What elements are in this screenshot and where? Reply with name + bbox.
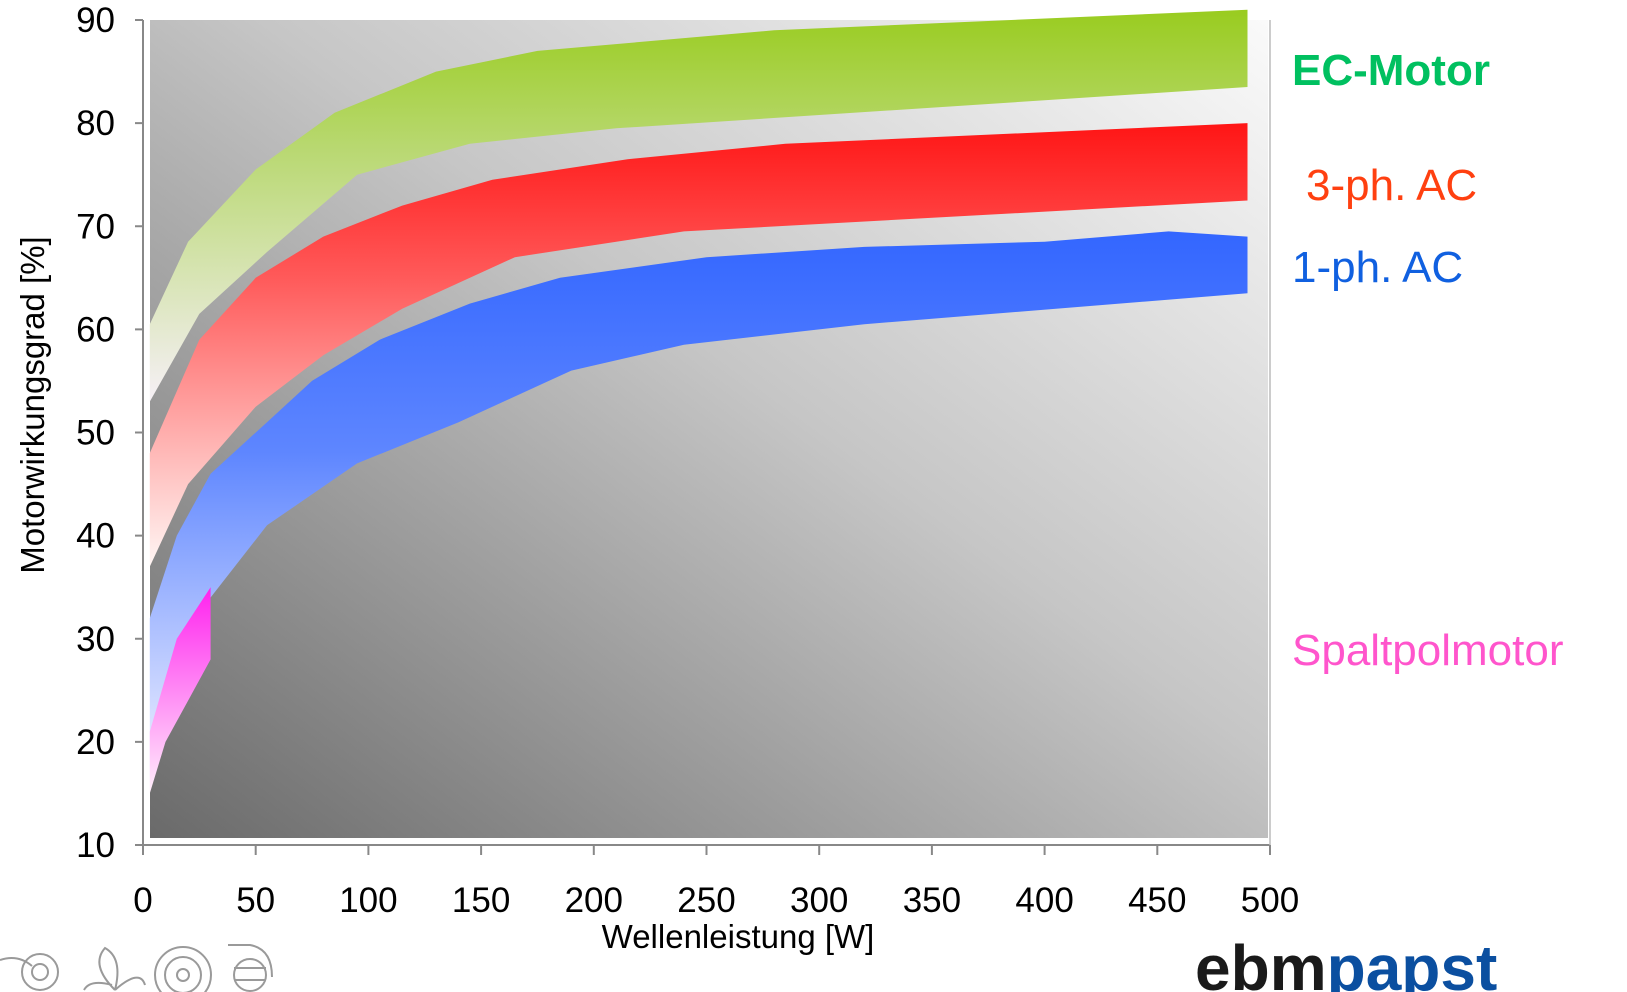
logo-part1: ebm [1195,932,1327,992]
x-tick-label: 250 [677,881,735,920]
fan-icons [0,944,273,992]
x-ticks: 0 50 100 150 200 250 300 350 400 450 500 [133,845,1299,920]
x-tick-label: 0 [133,881,152,920]
x-tick-label: 400 [1015,881,1073,920]
y-tick-label: 60 [76,310,115,349]
x-tick-label: 500 [1241,881,1299,920]
x-tick-label: 450 [1128,881,1186,920]
band-3ph-ac [149,123,1248,567]
radial-blower-icon [228,944,273,992]
y-tick-label: 80 [76,104,115,143]
band-spaltpolmotor [149,587,211,794]
fan-guard-icon [154,946,212,992]
x-tick-label: 350 [903,881,961,920]
y-ticks: 10 20 30 40 50 60 70 80 90 [76,1,143,865]
logo-ebm: ebmpapst [1195,932,1497,992]
x-tick-label: 200 [565,881,623,920]
y-tick-label: 20 [76,723,115,762]
x-tick-label: 300 [790,881,848,920]
x-tick-label: 100 [339,881,397,920]
band-ec-motor [149,9,1248,402]
blower-icon [0,953,59,991]
legend-1ph-ac: 1-ph. AC [1292,243,1463,292]
legend-3ph-ac: 3-ph. AC [1306,161,1477,210]
y-tick-label: 10 [76,826,115,865]
y-axis-title: Motorwirkungsgrad [%] [14,236,51,573]
legend-spaltpolmotor: Spaltpolmotor [1292,626,1563,675]
y-tick-label: 70 [76,207,115,246]
y-tick-label: 30 [76,620,115,659]
x-tick-label: 50 [236,881,275,920]
legend-ec-motor: EC-Motor [1292,46,1490,95]
y-tick-label: 90 [76,1,115,40]
x-axis-title: Wellenleistung [W] [602,918,875,955]
logo-part2: papst [1327,932,1498,992]
band-1ph-ac [149,231,1248,784]
brand-logo: ebmpapst [1195,932,1497,992]
y-tick-label: 50 [76,414,115,453]
x-tick-label: 150 [452,881,510,920]
axial-fan-icon [83,946,146,991]
y-tick-label: 40 [76,517,115,556]
efficiency-bands [149,9,1248,794]
